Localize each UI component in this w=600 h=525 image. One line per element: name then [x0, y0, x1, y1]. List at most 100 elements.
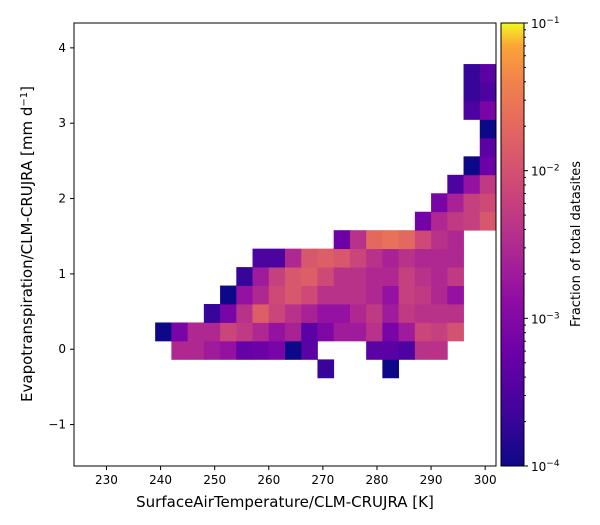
heatmap-cell: [382, 340, 400, 360]
heatmap-cell: [317, 359, 335, 379]
heatmap-cell: [268, 340, 286, 360]
heatmap-cell: [382, 322, 400, 342]
heatmap-cell: [431, 322, 448, 342]
heatmap-cell: [463, 64, 481, 83]
heatmap-cell: [414, 267, 432, 286]
heatmap-cell: [317, 285, 335, 305]
heatmap-cell: [398, 230, 416, 250]
y-tick-label: 1: [58, 267, 66, 281]
heatmap-cell: [447, 267, 464, 286]
y-tick-label: 0: [58, 342, 66, 356]
plot-frame: [73, 22, 497, 467]
colorbar-tick-label: 10−4: [531, 459, 560, 474]
heatmap-cell: [301, 340, 318, 360]
heatmap-cell: [252, 285, 270, 305]
heatmap-cell: [268, 304, 286, 323]
heatmap-cell: [447, 248, 464, 268]
heatmap-cell: [252, 304, 270, 323]
heatmap-cell: [366, 340, 383, 360]
x-tick-label: 250: [203, 473, 226, 487]
x-tick-label: 290: [420, 473, 443, 487]
heatmap-cell: [317, 322, 335, 342]
heatmap-cell: [301, 248, 318, 268]
heatmap-cell: [447, 230, 464, 250]
heatmap-cell: [414, 230, 432, 250]
heatmap-cell: [236, 340, 253, 360]
heatmap-cell: [187, 322, 205, 342]
heatmap-cell: [382, 304, 400, 323]
heatmap-cell: [398, 248, 416, 268]
x-tick-label: 240: [149, 473, 172, 487]
heatmap-cells: [155, 27, 497, 379]
x-tick-label: 280: [366, 473, 389, 487]
heatmap-cell: [317, 248, 335, 268]
heatmap-cell: [479, 82, 497, 102]
heatmap-cell: [463, 193, 481, 213]
heatmap-cell: [431, 248, 448, 268]
heatmap-cell: [366, 322, 383, 342]
heatmap-cell: [414, 322, 432, 342]
x-tick-label: 230: [95, 473, 118, 487]
heatmap-cell: [447, 304, 464, 323]
heatmap-cell: [431, 285, 448, 305]
colorbar-ticks: 10−1 10−2 10−3 10−4: [524, 16, 560, 474]
heatmap-cell: [220, 304, 237, 323]
heatmap-cell: [236, 285, 253, 305]
heatmap-cell: [349, 322, 367, 342]
heatmap-cell: [366, 285, 383, 305]
heatmap-cell: [398, 322, 416, 342]
heatmap-cell: [301, 322, 318, 342]
heatmap-cell: [366, 267, 383, 286]
heatmap-cell: [171, 322, 189, 342]
heatmap-cell: [398, 285, 416, 305]
heatmap-cell: [285, 285, 302, 305]
x-tick-label: 300: [474, 473, 497, 487]
heatmap-cell: [349, 230, 367, 250]
heatmap-cell: [414, 285, 432, 305]
y-axis-label: Evapotranspiration/CLM-CRUJRA [mm d−1]: [18, 86, 36, 402]
heatmap-cell: [431, 211, 448, 231]
heatmap-cell: [447, 211, 464, 231]
heatmap-cell: [171, 340, 189, 360]
heatmap-cell: [479, 193, 497, 213]
heatmap-cell: [333, 248, 351, 268]
x-axis: 230 240 250 260 270 280 290 300: [95, 466, 497, 487]
heatmap-cell: [479, 100, 497, 120]
heatmap-cell: [268, 285, 286, 305]
y-tick-label: 3: [58, 116, 66, 130]
heatmap-cell: [479, 211, 497, 231]
heatmap-cell: [301, 267, 318, 286]
heatmap-cell: [479, 119, 497, 139]
x-axis-label: SurfaceAirTemperature/CLM-CRUJRA [K]: [136, 493, 434, 511]
heatmap-cell: [333, 230, 351, 250]
heatmap-cell: [463, 100, 481, 120]
heatmap-cell: [317, 304, 335, 323]
heatmap-cell: [366, 230, 383, 250]
heatmap-cell: [236, 304, 253, 323]
heatmap-cell: [285, 322, 302, 342]
colorbar: [500, 22, 525, 467]
heatmap-cell: [479, 174, 497, 194]
heatmap-cell: [366, 304, 383, 323]
heatmap-cell: [382, 285, 400, 305]
heatmap-cell: [463, 156, 481, 176]
heatmap-cell: [398, 304, 416, 323]
y-tick-label: 2: [58, 192, 66, 206]
heatmap-cell: [203, 304, 221, 323]
colorbar-tick-label: 10−2: [531, 164, 560, 179]
x-tick-label: 260: [257, 473, 280, 487]
heatmap-cell: [349, 248, 367, 268]
heatmap-cell: [252, 267, 270, 286]
heatmap-cell: [398, 267, 416, 286]
heatmap-cell: [187, 340, 205, 360]
y-tick-label: −1: [48, 418, 66, 432]
heatmap-cell: [155, 322, 172, 342]
colorbar-tick-label: 10−1: [531, 16, 560, 31]
heatmap-cell: [349, 267, 367, 286]
heatmap-cell: [479, 137, 497, 157]
heatmap-cell: [268, 322, 286, 342]
heatmap-cell: [252, 248, 270, 268]
heatmap-cell: [414, 340, 432, 360]
heatmap-cell: [447, 193, 464, 213]
